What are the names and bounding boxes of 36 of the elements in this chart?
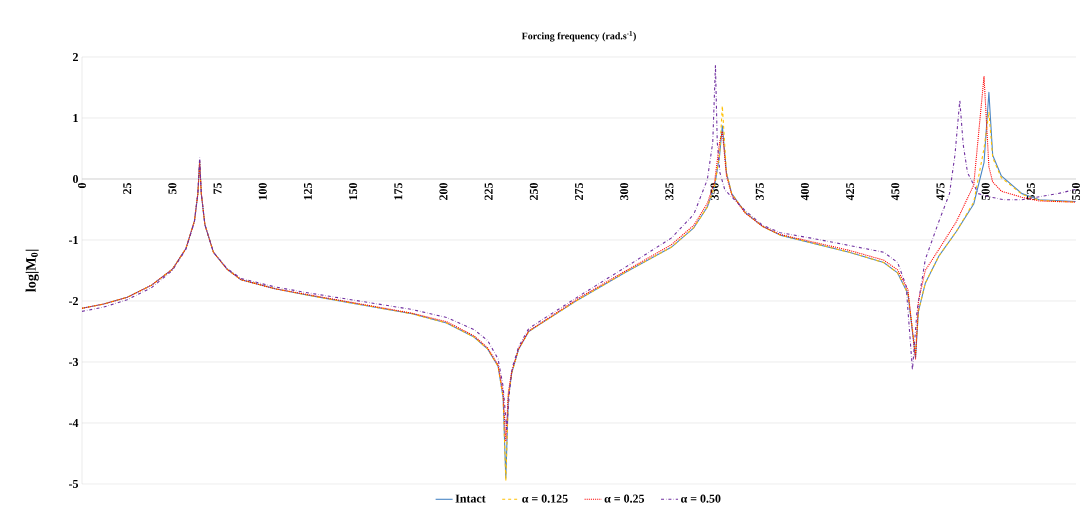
x-tick-label: 150	[349, 182, 358, 200]
x-tick-label: 25	[123, 182, 132, 194]
x-tick-label: 525	[1026, 182, 1035, 200]
y-tick-label: -4	[68, 419, 79, 427]
x-tick-label: 250	[529, 182, 538, 200]
legend-label: α = 0.25	[604, 494, 645, 503]
x-tick-label: 200	[439, 182, 448, 200]
x-tick-label: 500	[981, 182, 990, 200]
x-tick-label: 225	[484, 182, 493, 200]
x-tick-label: 175	[394, 182, 403, 200]
y-axis-title: log|M$_{0}$|	[25, 249, 39, 293]
x-tick-label: 425	[846, 182, 855, 201]
x-tick-label: 475	[936, 182, 945, 201]
y-tick-label: 2	[73, 53, 78, 61]
y-tick-label: -5	[68, 480, 79, 488]
x-axis-title: Forcing frequency (rad.s$^{-1}$)	[521, 31, 636, 42]
x-tick-label: 550	[1071, 182, 1081, 200]
x-tick-label: 100	[258, 182, 267, 200]
x-tick-label: 50	[168, 182, 177, 194]
y-tick-label: 0	[72, 174, 79, 184]
y-tick-label: 1	[73, 114, 78, 122]
x-tick-label: 275	[574, 182, 584, 200]
x-tick-label: 450	[891, 182, 900, 201]
y-tick-label: -1	[68, 236, 78, 244]
x-tick-label: 375	[755, 182, 764, 200]
x-tick-label: 400	[800, 182, 809, 201]
y-tick-label: -2	[68, 297, 78, 305]
x-tick-label: 350	[710, 182, 719, 200]
x-tick-label: 300	[620, 182, 629, 200]
x-tick-label: 125	[303, 182, 312, 200]
x-tick-label: 75	[213, 182, 222, 194]
x-tick-label: 325	[665, 182, 674, 200]
legend-label: α = 0.125	[522, 494, 568, 503]
legend-label: α = 0.50	[681, 494, 721, 503]
legend-label: Intact	[455, 494, 486, 503]
y-tick-label: -3	[68, 357, 79, 366]
